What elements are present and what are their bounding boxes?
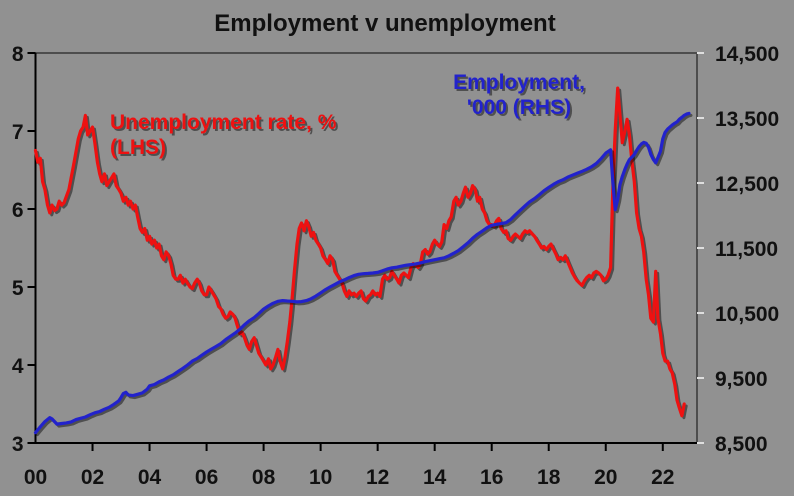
right-axis-tick-label: 9,500 <box>715 368 768 391</box>
right-axis-tick-label: 8,500 <box>715 433 768 456</box>
left-axis-tick-label: 7 <box>12 121 24 144</box>
employment-series-label-line1: Employment, <box>453 71 585 94</box>
employment-series-label: Employment, '000 (RHS) <box>409 70 629 120</box>
right-axis-tick-label: 12,500 <box>715 173 779 196</box>
x-axis-tick-label: 14 <box>423 466 447 489</box>
employment-line-shadow <box>36 113 693 437</box>
employment-line <box>33 111 691 435</box>
left-axis-tick-label: 5 <box>12 277 24 300</box>
employment-series-label-line2: '000 (RHS) <box>466 96 572 119</box>
unemployment-series-label-line1: Unemployment rate, % <box>110 111 337 134</box>
x-axis-tick-label: 00 <box>24 466 47 489</box>
unemployment-series-label: Unemployment rate, % (LHS) <box>110 110 336 160</box>
left-axis-tick-label: 4 <box>12 355 24 378</box>
right-axis-tick-label: 11,500 <box>715 238 778 261</box>
x-axis-tick-label: 04 <box>138 466 162 489</box>
right-axis-tick-label: 14,500 <box>715 43 779 66</box>
right-axis-tick-label: 10,500 <box>715 303 779 326</box>
x-axis-tick-label: 08 <box>252 466 276 489</box>
x-axis-tick-label: 22 <box>651 466 674 489</box>
x-axis-tick-label: 06 <box>195 466 218 489</box>
x-axis-tick-label: 20 <box>594 466 617 489</box>
left-axis-tick-label: 8 <box>12 43 24 66</box>
x-axis-tick-label: 10 <box>309 466 332 489</box>
unemployment-series-label-line2: (LHS) <box>110 136 166 159</box>
x-axis-tick-label: 02 <box>81 466 104 489</box>
unemployment-line <box>33 86 686 418</box>
x-axis-tick-label: 12 <box>366 466 389 489</box>
chart-title: Employment v unemployment <box>214 10 556 37</box>
x-axis-tick-label: 16 <box>480 466 503 489</box>
right-axis-tick-label: 13,500 <box>715 108 779 131</box>
x-axis-tick-label: 18 <box>537 466 561 489</box>
left-axis-tick-label: 3 <box>12 433 24 456</box>
left-axis-tick-label: 6 <box>12 199 24 222</box>
